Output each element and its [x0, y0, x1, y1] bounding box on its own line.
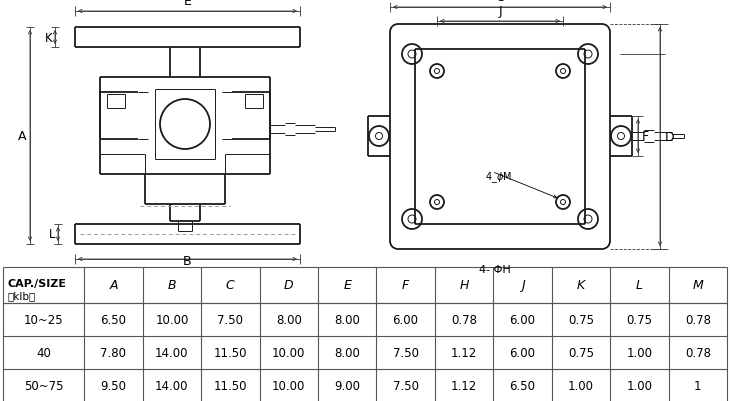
- Text: （klb）: （klb）: [7, 290, 35, 300]
- Text: 7.50: 7.50: [393, 379, 418, 392]
- Text: 1.12: 1.12: [451, 346, 477, 359]
- Text: 0.78: 0.78: [685, 346, 711, 359]
- Text: J: J: [498, 5, 502, 18]
- Text: 11.50: 11.50: [214, 346, 247, 359]
- Text: 6.00: 6.00: [510, 313, 536, 326]
- Text: 7.80: 7.80: [101, 346, 126, 359]
- Text: A: A: [110, 279, 118, 292]
- Text: L: L: [636, 279, 643, 292]
- Text: 1.00: 1.00: [626, 346, 653, 359]
- Text: 14.00: 14.00: [155, 346, 188, 359]
- Text: H: H: [459, 279, 469, 292]
- Text: K: K: [577, 279, 585, 292]
- Text: E: E: [183, 0, 191, 8]
- Text: C: C: [496, 0, 504, 4]
- Text: K: K: [45, 31, 52, 45]
- Text: 14.00: 14.00: [155, 379, 188, 392]
- Text: 9.00: 9.00: [334, 379, 360, 392]
- Text: C: C: [226, 279, 234, 292]
- Text: 0.75: 0.75: [568, 313, 594, 326]
- Text: 8.00: 8.00: [334, 313, 360, 326]
- Text: 10.00: 10.00: [155, 313, 188, 326]
- Text: 6.50: 6.50: [510, 379, 536, 392]
- Text: F: F: [642, 130, 649, 143]
- Text: 0.78: 0.78: [451, 313, 477, 326]
- Text: 10.00: 10.00: [272, 379, 305, 392]
- Text: 40: 40: [36, 346, 51, 359]
- Text: J: J: [520, 279, 524, 292]
- Text: 1.12: 1.12: [451, 379, 477, 392]
- Text: 50~75: 50~75: [24, 379, 64, 392]
- Text: 9.50: 9.50: [101, 379, 126, 392]
- Text: L: L: [48, 228, 55, 241]
- Text: 8.00: 8.00: [334, 346, 360, 359]
- Text: CAP./SIZE: CAP./SIZE: [7, 278, 66, 288]
- Text: E: E: [343, 279, 351, 292]
- Text: 1.00: 1.00: [568, 379, 594, 392]
- Text: B: B: [183, 254, 192, 267]
- Text: 7.50: 7.50: [218, 313, 243, 326]
- Text: 4_$\phi$M: 4_$\phi$M: [485, 170, 512, 184]
- Text: F: F: [402, 279, 410, 292]
- Text: 10.00: 10.00: [272, 346, 305, 359]
- Text: 8.00: 8.00: [276, 313, 301, 326]
- Text: 6.00: 6.00: [510, 346, 536, 359]
- Text: B: B: [168, 279, 176, 292]
- Text: 6.50: 6.50: [101, 313, 126, 326]
- Text: 11.50: 11.50: [214, 379, 247, 392]
- Text: D: D: [284, 279, 293, 292]
- Text: M: M: [693, 279, 703, 292]
- Text: 7.50: 7.50: [393, 346, 418, 359]
- Text: 6.00: 6.00: [393, 313, 418, 326]
- Text: 1.00: 1.00: [626, 379, 653, 392]
- Text: 0.75: 0.75: [626, 313, 653, 326]
- Text: 10~25: 10~25: [24, 313, 64, 326]
- Text: D: D: [665, 131, 675, 144]
- Text: 4- ΦH: 4- ΦH: [479, 264, 511, 274]
- Text: A: A: [18, 130, 26, 143]
- Text: 0.75: 0.75: [568, 346, 594, 359]
- Text: 1: 1: [694, 379, 702, 392]
- Text: 0.78: 0.78: [685, 313, 711, 326]
